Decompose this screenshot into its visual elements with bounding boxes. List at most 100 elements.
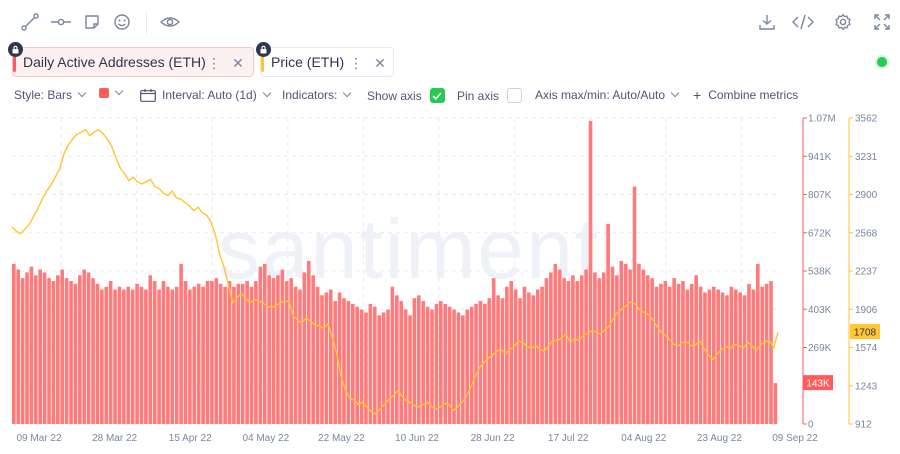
current-value-badge-right	[850, 324, 880, 340]
bar	[672, 278, 676, 424]
emoji-icon[interactable]	[111, 11, 133, 33]
metric-color-bar	[261, 54, 264, 72]
settings-gear-icon[interactable]	[832, 11, 854, 33]
bar	[601, 272, 606, 424]
bar	[540, 286, 544, 424]
bar	[456, 312, 461, 424]
bar	[20, 278, 25, 424]
bar	[390, 286, 395, 424]
bar	[280, 269, 285, 424]
bar	[100, 289, 104, 424]
bar	[42, 272, 47, 424]
bar	[192, 286, 197, 424]
bar	[342, 298, 346, 424]
color-select[interactable]	[99, 86, 124, 98]
bar	[447, 306, 452, 424]
bar	[368, 303, 373, 424]
bar	[284, 281, 289, 424]
bar	[395, 295, 399, 424]
bar	[223, 286, 227, 424]
y-left-tick-label: 1.07M	[808, 114, 836, 125]
bar	[355, 306, 359, 424]
chart-area[interactable]: santiment 09 Mar 22 28 Mar 22 15 Apr 22 04 …	[0, 108, 900, 454]
bar	[324, 292, 329, 424]
embed-code-icon[interactable]	[792, 11, 814, 33]
bar	[289, 278, 293, 424]
bar	[681, 281, 685, 424]
bar	[571, 275, 575, 424]
bar	[293, 286, 298, 424]
bar	[236, 283, 241, 424]
price-line	[11, 129, 779, 415]
bar	[461, 315, 465, 424]
bar	[152, 281, 157, 424]
bar	[205, 281, 210, 424]
bar	[126, 286, 131, 424]
bar	[34, 275, 38, 424]
bar	[535, 289, 540, 424]
bar	[386, 309, 390, 424]
eye-icon[interactable]	[159, 11, 181, 33]
bar	[637, 263, 641, 424]
more-options-icon[interactable]: ⋮	[207, 54, 221, 71]
bar	[747, 283, 751, 424]
show-axis-label: Show axis	[367, 88, 422, 103]
bar	[531, 295, 536, 424]
bar	[527, 292, 531, 424]
combine-metrics-button[interactable]: + Combine metrics	[693, 88, 798, 102]
bar	[566, 281, 571, 424]
bar	[659, 283, 663, 424]
style-select[interactable]: Style: Bars	[14, 88, 87, 102]
bar	[60, 269, 65, 424]
bar	[179, 263, 183, 424]
bar	[315, 286, 320, 424]
bar	[249, 286, 254, 424]
calendar-icon	[140, 88, 156, 102]
interval-select[interactable]: Interval: Auto (1d)	[140, 88, 271, 102]
x-tick-label: 22 May 22	[318, 433, 365, 444]
bar	[478, 301, 483, 424]
metric-chip-daily-active-addresses[interactable]: Daily Active Addresses (ETH) ⋮ ✕	[8, 42, 254, 77]
x-tick-label: 23 Aug 22	[697, 433, 742, 444]
bar	[733, 289, 738, 424]
metric-chip-price[interactable]: Price (ETH) ⋮ ✕	[256, 42, 394, 77]
bar	[452, 309, 456, 424]
horizontal-ray-icon[interactable]	[50, 11, 72, 33]
bar	[773, 383, 778, 424]
bar	[500, 298, 505, 424]
download-icon[interactable]	[756, 11, 778, 33]
bar	[597, 278, 602, 424]
bar	[113, 289, 117, 424]
bar	[240, 283, 245, 424]
close-icon[interactable]: ✕	[374, 54, 386, 71]
bar	[619, 260, 624, 424]
bar	[557, 269, 562, 424]
show-axis-checkbox[interactable]	[429, 88, 445, 103]
note-icon[interactable]	[81, 11, 103, 33]
show-axis-toggle[interactable]: Show axis	[367, 88, 445, 103]
axis-maxmin-select[interactable]: Axis max/min: Auto/Auto	[535, 88, 680, 102]
bar	[174, 286, 179, 424]
bar	[606, 223, 610, 424]
line-draw-icon[interactable]	[19, 11, 41, 33]
pin-axis-toggle[interactable]: Pin axis	[457, 88, 523, 103]
bar	[430, 309, 434, 424]
bar	[144, 289, 148, 424]
bar	[694, 275, 698, 424]
chevron-down-icon	[670, 88, 680, 98]
axis-maxmin-label: Axis max/min: Auto/Auto	[535, 88, 666, 102]
interval-label: Interval: Auto (1d)	[162, 88, 257, 102]
indicators-select[interactable]: Indicators:	[282, 88, 352, 102]
more-options-icon[interactable]: ⋮	[349, 54, 363, 71]
bar	[443, 303, 448, 424]
bar	[474, 303, 478, 424]
pin-axis-checkbox[interactable]	[507, 88, 523, 103]
bar	[346, 301, 351, 424]
bar	[725, 295, 729, 424]
fullscreen-icon[interactable]	[871, 11, 893, 33]
y-left-tick-label: 403K	[808, 305, 832, 316]
color-swatch	[99, 88, 109, 98]
close-icon[interactable]: ✕	[232, 54, 244, 71]
bar	[553, 263, 558, 424]
lock-icon	[8, 42, 23, 57]
